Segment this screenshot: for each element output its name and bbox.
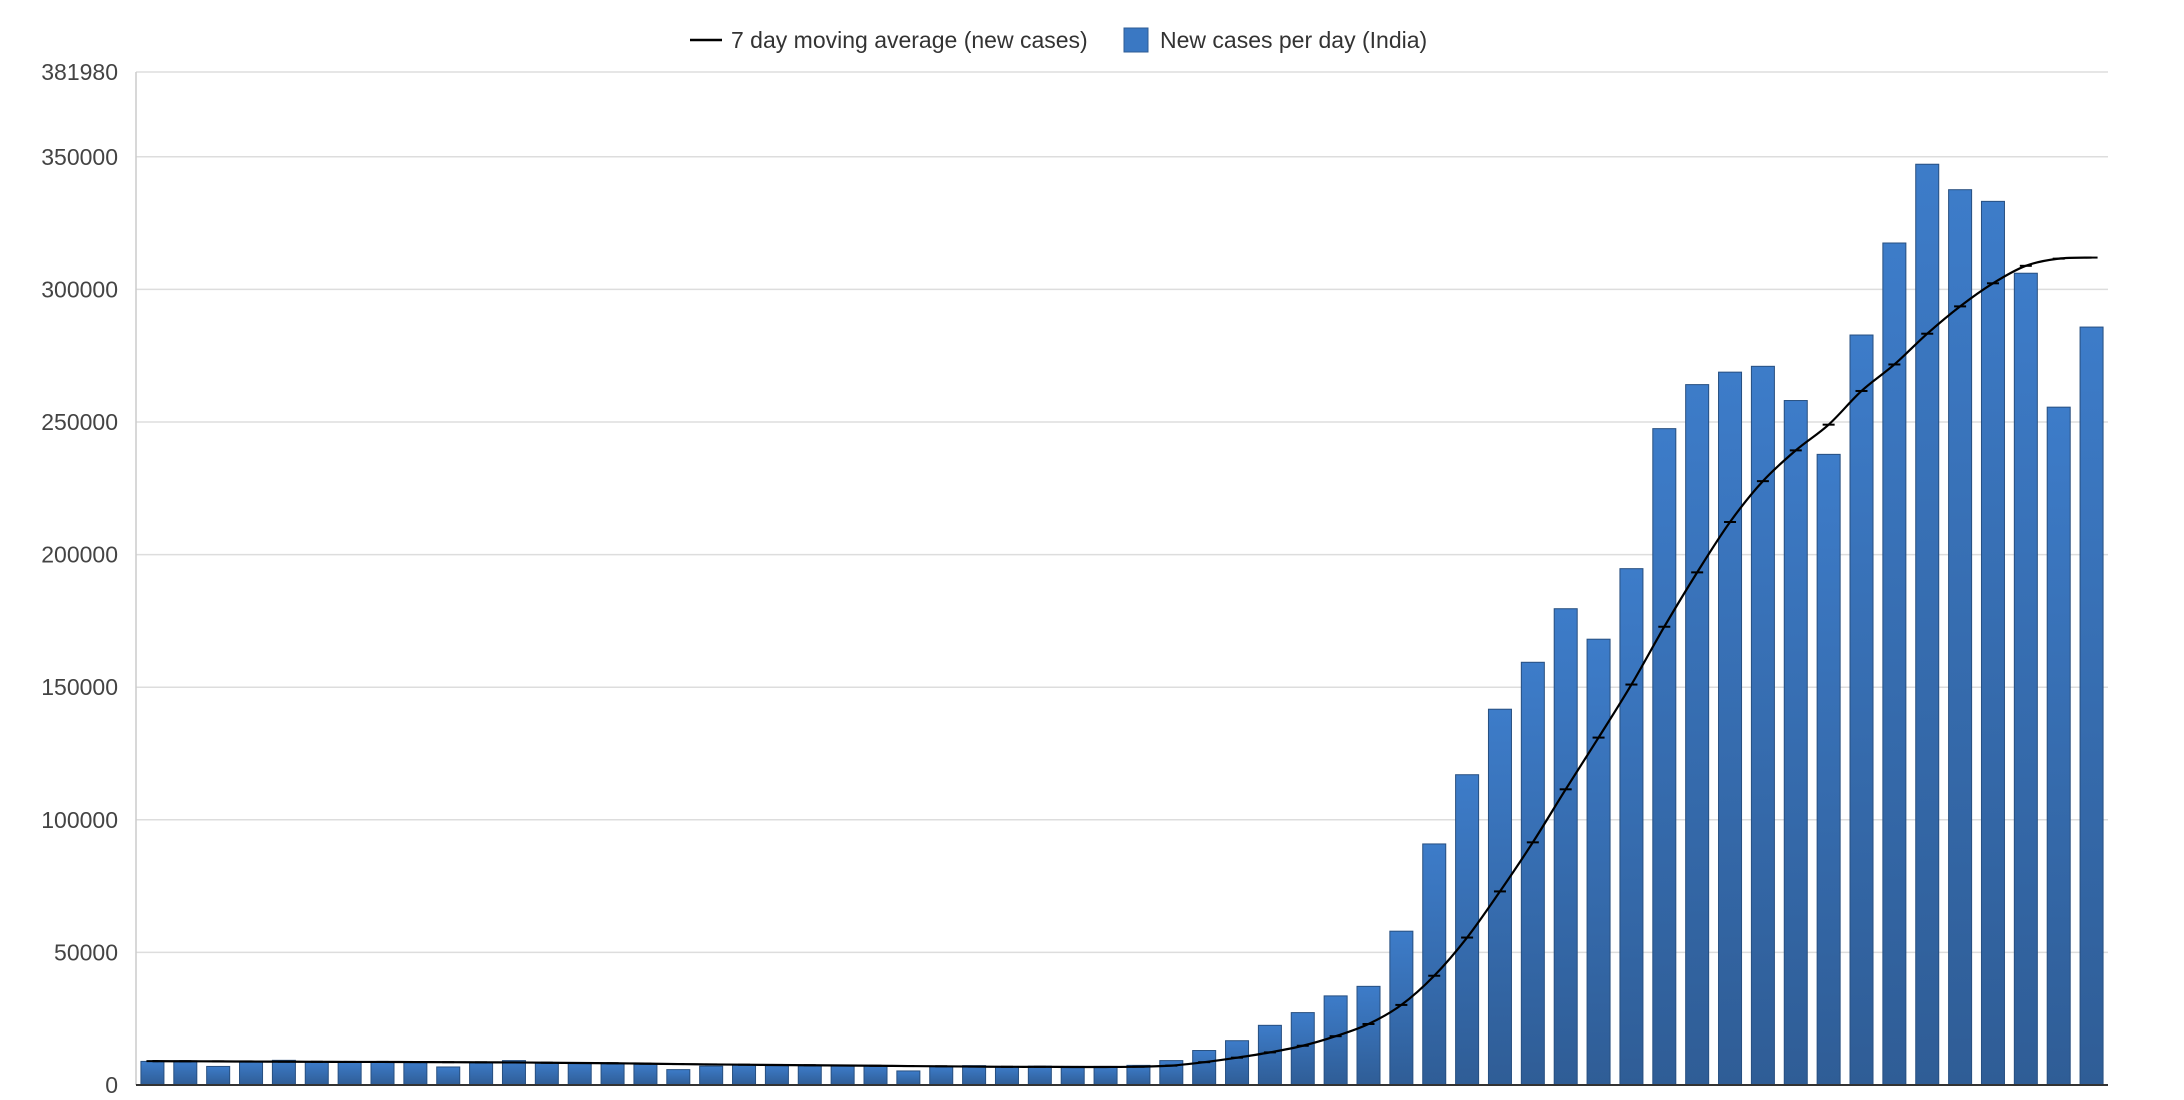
moving-average-series	[146, 256, 2098, 1069]
bar[interactable]	[1652, 428, 1677, 1086]
bar[interactable]	[370, 1061, 395, 1086]
bar[interactable]	[2013, 272, 2038, 1086]
bar[interactable]	[1126, 1064, 1151, 1086]
legend: 7 day moving average (new cases) New case…	[690, 27, 1427, 53]
bar[interactable]	[1718, 371, 1743, 1086]
bar[interactable]	[764, 1065, 789, 1086]
bar[interactable]	[567, 1062, 592, 1086]
bar[interactable]	[469, 1061, 494, 1086]
legend-item-moving-average[interactable]: 7 day moving average (new cases)	[731, 27, 1088, 53]
y-axis-tick-labels: 0 50000 100000 150000 200000 250000 300000 3500…	[41, 59, 118, 1098]
bar[interactable]	[830, 1065, 855, 1086]
bar[interactable]	[2079, 326, 2104, 1086]
y-tick-label: 200000	[41, 542, 118, 568]
bar[interactable]	[304, 1061, 329, 1086]
bar[interactable]	[896, 1070, 921, 1086]
bar[interactable]	[1915, 163, 1940, 1086]
bar[interactable]	[1553, 608, 1578, 1086]
y-tick-label: 381980	[41, 59, 118, 85]
bar[interactable]	[1783, 400, 1808, 1086]
legend-item-new-cases[interactable]: New cases per day (India)	[1160, 27, 1427, 53]
y-tick-label: 300000	[41, 276, 118, 302]
bar[interactable]	[1389, 930, 1414, 1086]
bar[interactable]	[337, 1061, 362, 1086]
bar[interactable]	[1455, 774, 1480, 1086]
bar[interactable]	[173, 1060, 198, 1086]
bar[interactable]	[699, 1065, 724, 1086]
bar[interactable]	[1192, 1050, 1217, 1086]
bar[interactable]	[1849, 334, 1874, 1086]
bar[interactable]	[2046, 406, 2071, 1086]
bar[interactable]	[501, 1060, 526, 1086]
bar[interactable]	[1487, 708, 1512, 1086]
bar[interactable]	[239, 1061, 264, 1086]
bar[interactable]	[1816, 453, 1841, 1086]
bar[interactable]	[1027, 1065, 1052, 1086]
bar[interactable]	[1685, 384, 1710, 1086]
bar[interactable]	[1980, 200, 2005, 1086]
bar[interactable]	[1586, 638, 1611, 1086]
y-tick-label: 350000	[41, 144, 118, 170]
bar[interactable]	[1323, 995, 1348, 1086]
bar[interactable]	[1619, 568, 1644, 1086]
bar[interactable]	[1948, 189, 1973, 1086]
bar[interactable]	[271, 1059, 296, 1086]
axes	[135, 72, 2108, 1086]
bar[interactable]	[1290, 1012, 1315, 1086]
bar[interactable]	[206, 1065, 231, 1086]
bar[interactable]	[1060, 1065, 1085, 1086]
bar[interactable]	[1225, 1040, 1250, 1086]
bar[interactable]	[732, 1064, 757, 1086]
bar[interactable]	[1257, 1024, 1282, 1086]
bar[interactable]	[633, 1063, 658, 1086]
y-tick-label: 100000	[41, 807, 118, 833]
gridlines	[136, 71, 2108, 1086]
bar[interactable]	[436, 1066, 461, 1086]
bar[interactable]	[797, 1065, 822, 1086]
bar[interactable]	[600, 1062, 625, 1086]
y-tick-label: 150000	[41, 674, 118, 700]
bar[interactable]	[994, 1065, 1019, 1086]
legend-bar-swatch	[1123, 27, 1149, 53]
bar[interactable]	[140, 1060, 165, 1086]
bar-series	[140, 163, 2104, 1086]
bar[interactable]	[863, 1065, 888, 1086]
bar[interactable]	[1422, 843, 1447, 1086]
bar[interactable]	[403, 1061, 428, 1086]
bar[interactable]	[1093, 1065, 1118, 1086]
y-tick-label: 0	[105, 1072, 118, 1098]
y-tick-label: 250000	[41, 409, 118, 435]
bar[interactable]	[929, 1065, 954, 1086]
y-tick-label: 50000	[54, 939, 118, 965]
bar[interactable]	[962, 1065, 987, 1086]
bar[interactable]	[1520, 661, 1545, 1086]
bar[interactable]	[666, 1069, 691, 1086]
bar[interactable]	[1356, 985, 1381, 1086]
bar[interactable]	[534, 1061, 559, 1086]
bar[interactable]	[1882, 242, 1907, 1086]
